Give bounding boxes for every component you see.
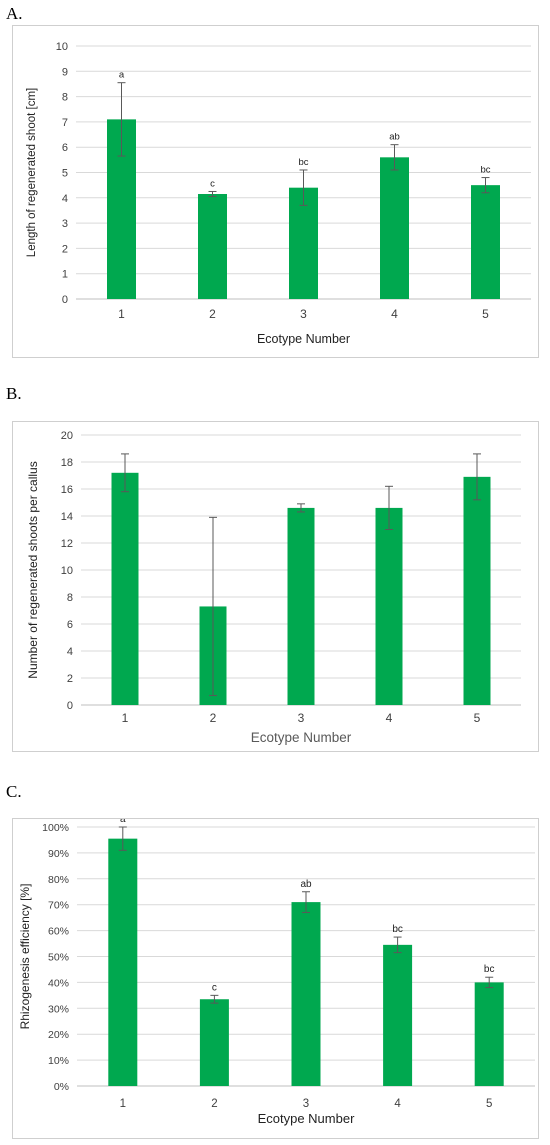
chart-b-bar (375, 507, 403, 705)
chart-b-y-tick-label: 20 (61, 430, 73, 442)
chart-c-bar (383, 944, 413, 1086)
chart-a-y-tick-label: 1 (62, 269, 68, 281)
chart-b-x-tick-label: 4 (386, 711, 393, 725)
chart-c-x-axis-title: Ecotype Number (258, 1111, 355, 1126)
chart-a-y-tick-label: 8 (62, 92, 68, 104)
chart-a-y-tick-label: 7 (62, 117, 68, 129)
chart-a-bar (471, 185, 500, 299)
chart-c-y-tick-label: 30% (48, 1003, 69, 1015)
chart-a-x-axis-title: Ecotype Number (257, 332, 350, 346)
chart-c-svg: 0% 10% 20% 30% 40% 50% 60% 70% 80% 90% 100% a 1 c 2 ab 3… (18, 819, 535, 1126)
chart-c-significance-label: a (120, 819, 126, 825)
chart-b-y-axis-title: Number of regenerated shoots per callus (26, 461, 40, 678)
chart-c-y-tick-label: 50% (48, 952, 69, 964)
chart-a-svg: 0 1 2 3 4 5 6 7 8 9 10 a 1 c 2 bc 3 ab 4 bc 5 Ecotype Number L… (26, 41, 531, 346)
chart-b-box: 0 2 4 6 8 10 12 14 16 18 20 1 2 3 4 5 Ecotype Number Numb… (12, 421, 539, 752)
chart-b-y-tick-label: 6 (67, 619, 73, 631)
chart-a-y-tick-label: 4 (62, 193, 68, 205)
chart-c-y-tick-label: 80% (48, 874, 69, 886)
chart-a-significance-label: ab (389, 132, 400, 143)
chart-c-box: 0% 10% 20% 30% 40% 50% 60% 70% 80% 90% 100% a 1 c 2 ab 3… (12, 818, 539, 1139)
chart-c-y-axis-title: Rhizogenesis efficiency [%] (18, 884, 32, 1030)
chart-a-y-tick-label: 0 (62, 294, 68, 306)
chart-c-bar (199, 999, 229, 1086)
chart-c-significance-label: bc (484, 964, 495, 975)
panel-b-letter: B. (6, 384, 22, 403)
chart-a-bar (380, 157, 409, 299)
chart-a-y-tick-label: 10 (56, 41, 68, 53)
chart-b-x-tick-label: 1 (122, 711, 129, 725)
chart-a-x-tick-label: 1 (118, 307, 125, 321)
chart-b-y-tick-label: 16 (61, 484, 73, 496)
chart-b-x-tick-label: 5 (474, 711, 481, 725)
chart-b-x-tick-label: 3 (298, 711, 305, 725)
chart-b-y-tick-label: 2 (67, 673, 73, 685)
chart-a-x-tick-label: 5 (482, 307, 489, 321)
chart-b-y-tick-label: 18 (61, 457, 73, 469)
chart-c-y-tick-label: 100% (42, 822, 69, 834)
panel-c-letter: C. (6, 782, 22, 801)
chart-a-y-tick-label: 6 (62, 142, 68, 154)
chart-a-significance-label: bc (480, 165, 490, 176)
chart-b-y-tick-label: 4 (67, 646, 73, 658)
chart-c-x-tick-label: 4 (394, 1098, 401, 1110)
chart-a-significance-label: bc (298, 157, 308, 168)
chart-b-y-tick-label: 8 (67, 592, 73, 604)
chart-c-x-tick-label: 3 (303, 1098, 309, 1110)
chart-c-bar (291, 902, 321, 1086)
chart-c-y-tick-label: 70% (48, 900, 69, 912)
chart-c-y-tick-label: 0% (54, 1081, 69, 1093)
chart-c-significance-label: bc (392, 924, 403, 935)
chart-b-bar (111, 472, 139, 705)
chart-b-bar (287, 507, 315, 705)
chart-a-x-tick-label: 3 (300, 307, 307, 321)
chart-b-y-tick-label: 12 (61, 538, 73, 550)
chart-a-bar (198, 194, 227, 299)
chart-c-x-tick-label: 5 (486, 1098, 492, 1110)
chart-b-x-tick-label: 2 (210, 711, 217, 725)
chart-c-y-tick-label: 20% (48, 1029, 69, 1041)
chart-a-significance-label: a (119, 70, 125, 81)
chart-a-box: 0 1 2 3 4 5 6 7 8 9 10 a 1 c 2 bc 3 ab 4 bc 5 Ecotype Number L… (12, 25, 539, 358)
chart-a-significance-label: c (210, 178, 215, 189)
chart-c-y-tick-label: 60% (48, 926, 69, 938)
chart-a-y-tick-label: 2 (62, 243, 68, 255)
chart-c-x-tick-label: 2 (211, 1098, 217, 1110)
chart-c-y-tick-label: 10% (48, 1055, 69, 1067)
chart-c-bar (108, 838, 138, 1086)
chart-b-bar (463, 476, 491, 705)
chart-b-y-tick-label: 14 (61, 511, 73, 523)
chart-a-y-tick-label: 3 (62, 218, 68, 230)
chart-a-x-tick-label: 4 (391, 307, 398, 321)
chart-b-x-axis-title: Ecotype Number (251, 730, 352, 745)
chart-c-y-tick-label: 90% (48, 848, 69, 860)
panel-a-letter: A. (6, 4, 23, 23)
chart-a-y-axis-title: Length of regenerated shoot [cm] (26, 88, 38, 257)
chart-b-y-tick-label: 0 (67, 700, 73, 712)
chart-c-significance-label: ab (300, 879, 312, 890)
chart-a-x-tick-label: 2 (209, 307, 216, 321)
chart-b-y-tick-label: 10 (61, 565, 73, 577)
chart-a-y-tick-label: 9 (62, 66, 68, 78)
chart-c-y-tick-label: 40% (48, 977, 69, 989)
chart-c-significance-label: c (212, 982, 217, 993)
chart-a-y-tick-label: 5 (62, 168, 68, 180)
chart-c-x-tick-label: 1 (120, 1098, 126, 1110)
chart-c-bar (474, 982, 504, 1086)
chart-a-bar (289, 187, 318, 299)
